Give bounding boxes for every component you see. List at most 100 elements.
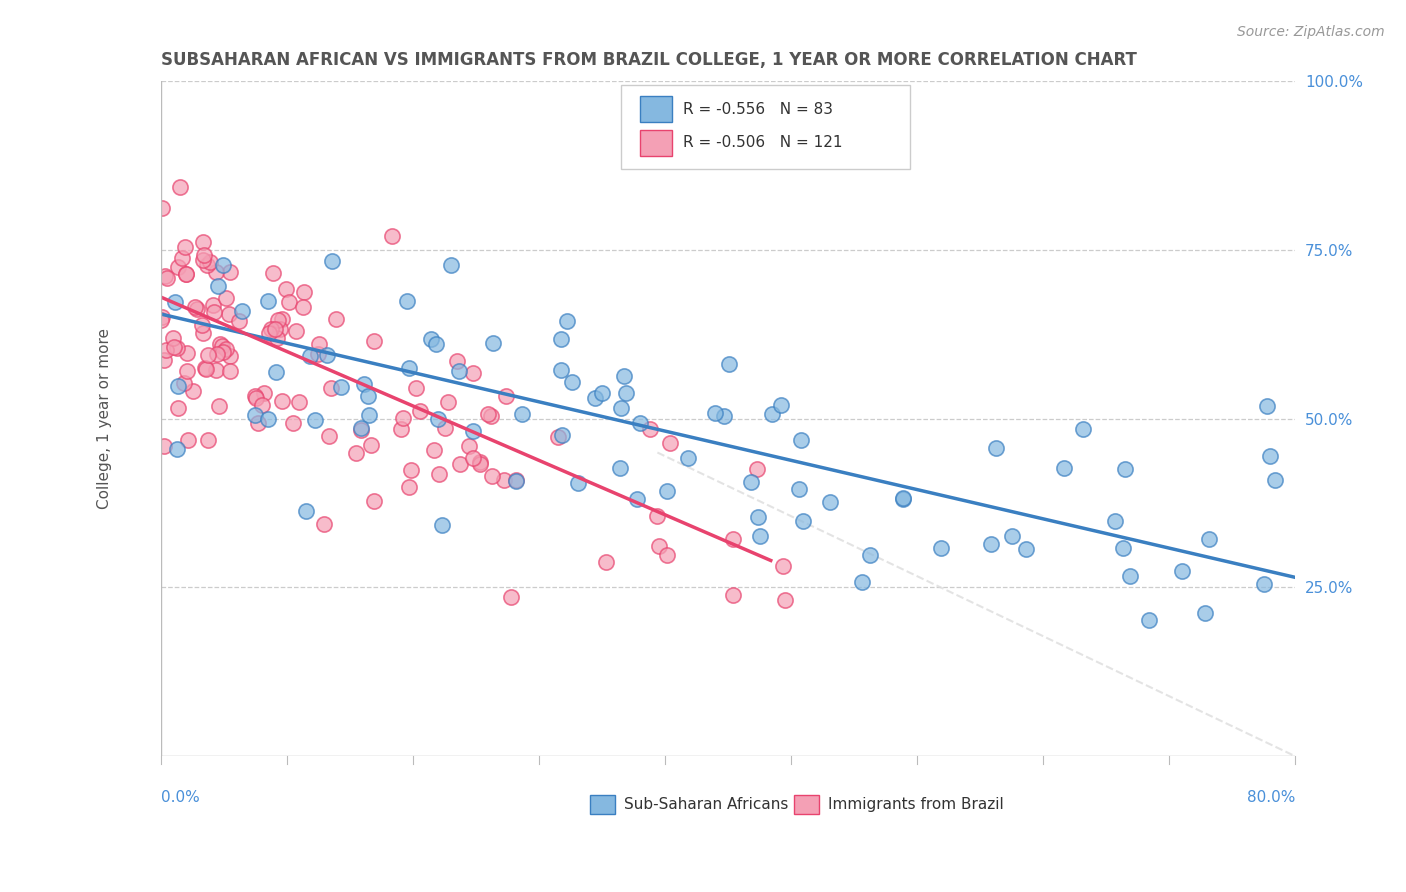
Point <box>197 433 219 447</box>
Point <box>307 347 329 361</box>
Point <box>162 331 184 345</box>
Point <box>398 360 420 375</box>
Point <box>610 401 633 415</box>
Point <box>285 324 308 338</box>
Point <box>481 335 503 350</box>
Point <box>547 429 569 443</box>
Point <box>344 445 367 459</box>
Point <box>505 473 527 487</box>
Point <box>176 364 198 378</box>
Point <box>591 386 613 401</box>
Point <box>218 349 240 363</box>
Point <box>1112 541 1135 556</box>
Bar <box>640 130 672 155</box>
Point <box>353 376 375 391</box>
Point <box>256 293 278 308</box>
Point <box>172 251 194 265</box>
Point <box>550 363 572 377</box>
Point <box>405 381 427 395</box>
Point <box>173 376 195 390</box>
Point <box>262 266 284 280</box>
Point <box>773 593 796 607</box>
Point <box>271 312 294 326</box>
Point <box>219 265 242 279</box>
Point <box>501 591 523 605</box>
Point <box>321 253 343 268</box>
Point <box>721 588 744 602</box>
Point <box>655 484 678 499</box>
Point <box>173 240 195 254</box>
Point <box>357 388 380 402</box>
Point <box>614 385 637 400</box>
Point <box>555 314 578 328</box>
Point <box>191 253 214 268</box>
Point <box>561 375 583 389</box>
Point <box>278 294 301 309</box>
Point <box>263 322 285 336</box>
Point <box>198 255 221 269</box>
Point <box>468 457 491 471</box>
Bar <box>591 795 614 814</box>
Point <box>325 312 347 326</box>
Point <box>245 391 267 405</box>
Point <box>505 474 527 488</box>
Point <box>492 473 515 487</box>
Point <box>481 469 503 483</box>
Point <box>790 433 813 447</box>
Point <box>184 300 207 314</box>
Text: 80.0%: 80.0% <box>1247 790 1295 805</box>
Point <box>218 307 240 321</box>
Point <box>269 321 291 335</box>
Point <box>266 331 288 345</box>
Point <box>156 271 179 285</box>
Point <box>1053 460 1076 475</box>
Point <box>260 322 283 336</box>
Point <box>1014 542 1036 557</box>
Point <box>299 349 322 363</box>
Point <box>271 393 294 408</box>
Point <box>155 343 177 357</box>
Point <box>193 235 215 249</box>
Point <box>167 401 190 416</box>
Point <box>177 433 200 447</box>
Point <box>479 409 502 423</box>
Point <box>1071 422 1094 436</box>
Point <box>167 260 190 274</box>
Point <box>329 380 352 394</box>
Point <box>551 428 574 442</box>
Point <box>792 514 814 528</box>
Point <box>1104 514 1126 528</box>
Point <box>193 360 215 375</box>
Point <box>183 384 205 399</box>
Point <box>359 408 381 422</box>
Point <box>304 413 326 427</box>
Point <box>264 365 287 379</box>
Point <box>613 368 636 383</box>
Point <box>165 295 187 310</box>
Point <box>713 409 735 423</box>
Point <box>1264 473 1286 487</box>
Point <box>659 436 682 450</box>
Point <box>193 248 215 262</box>
Point <box>391 410 413 425</box>
Point <box>595 555 617 569</box>
Point <box>1171 564 1194 578</box>
Point <box>723 533 745 547</box>
Point <box>984 441 1007 455</box>
Point <box>350 421 373 435</box>
Point <box>281 416 304 430</box>
Point <box>891 491 914 506</box>
Point <box>215 342 238 356</box>
Point <box>427 412 450 426</box>
Text: College, 1 year or more: College, 1 year or more <box>97 328 112 509</box>
Point <box>267 313 290 327</box>
Point <box>787 482 810 496</box>
Point <box>211 258 233 272</box>
Point <box>463 451 485 466</box>
Point <box>215 291 238 305</box>
Point <box>276 282 298 296</box>
Point <box>150 310 173 325</box>
Point <box>205 265 228 279</box>
Point <box>294 504 316 518</box>
Point <box>205 363 228 377</box>
